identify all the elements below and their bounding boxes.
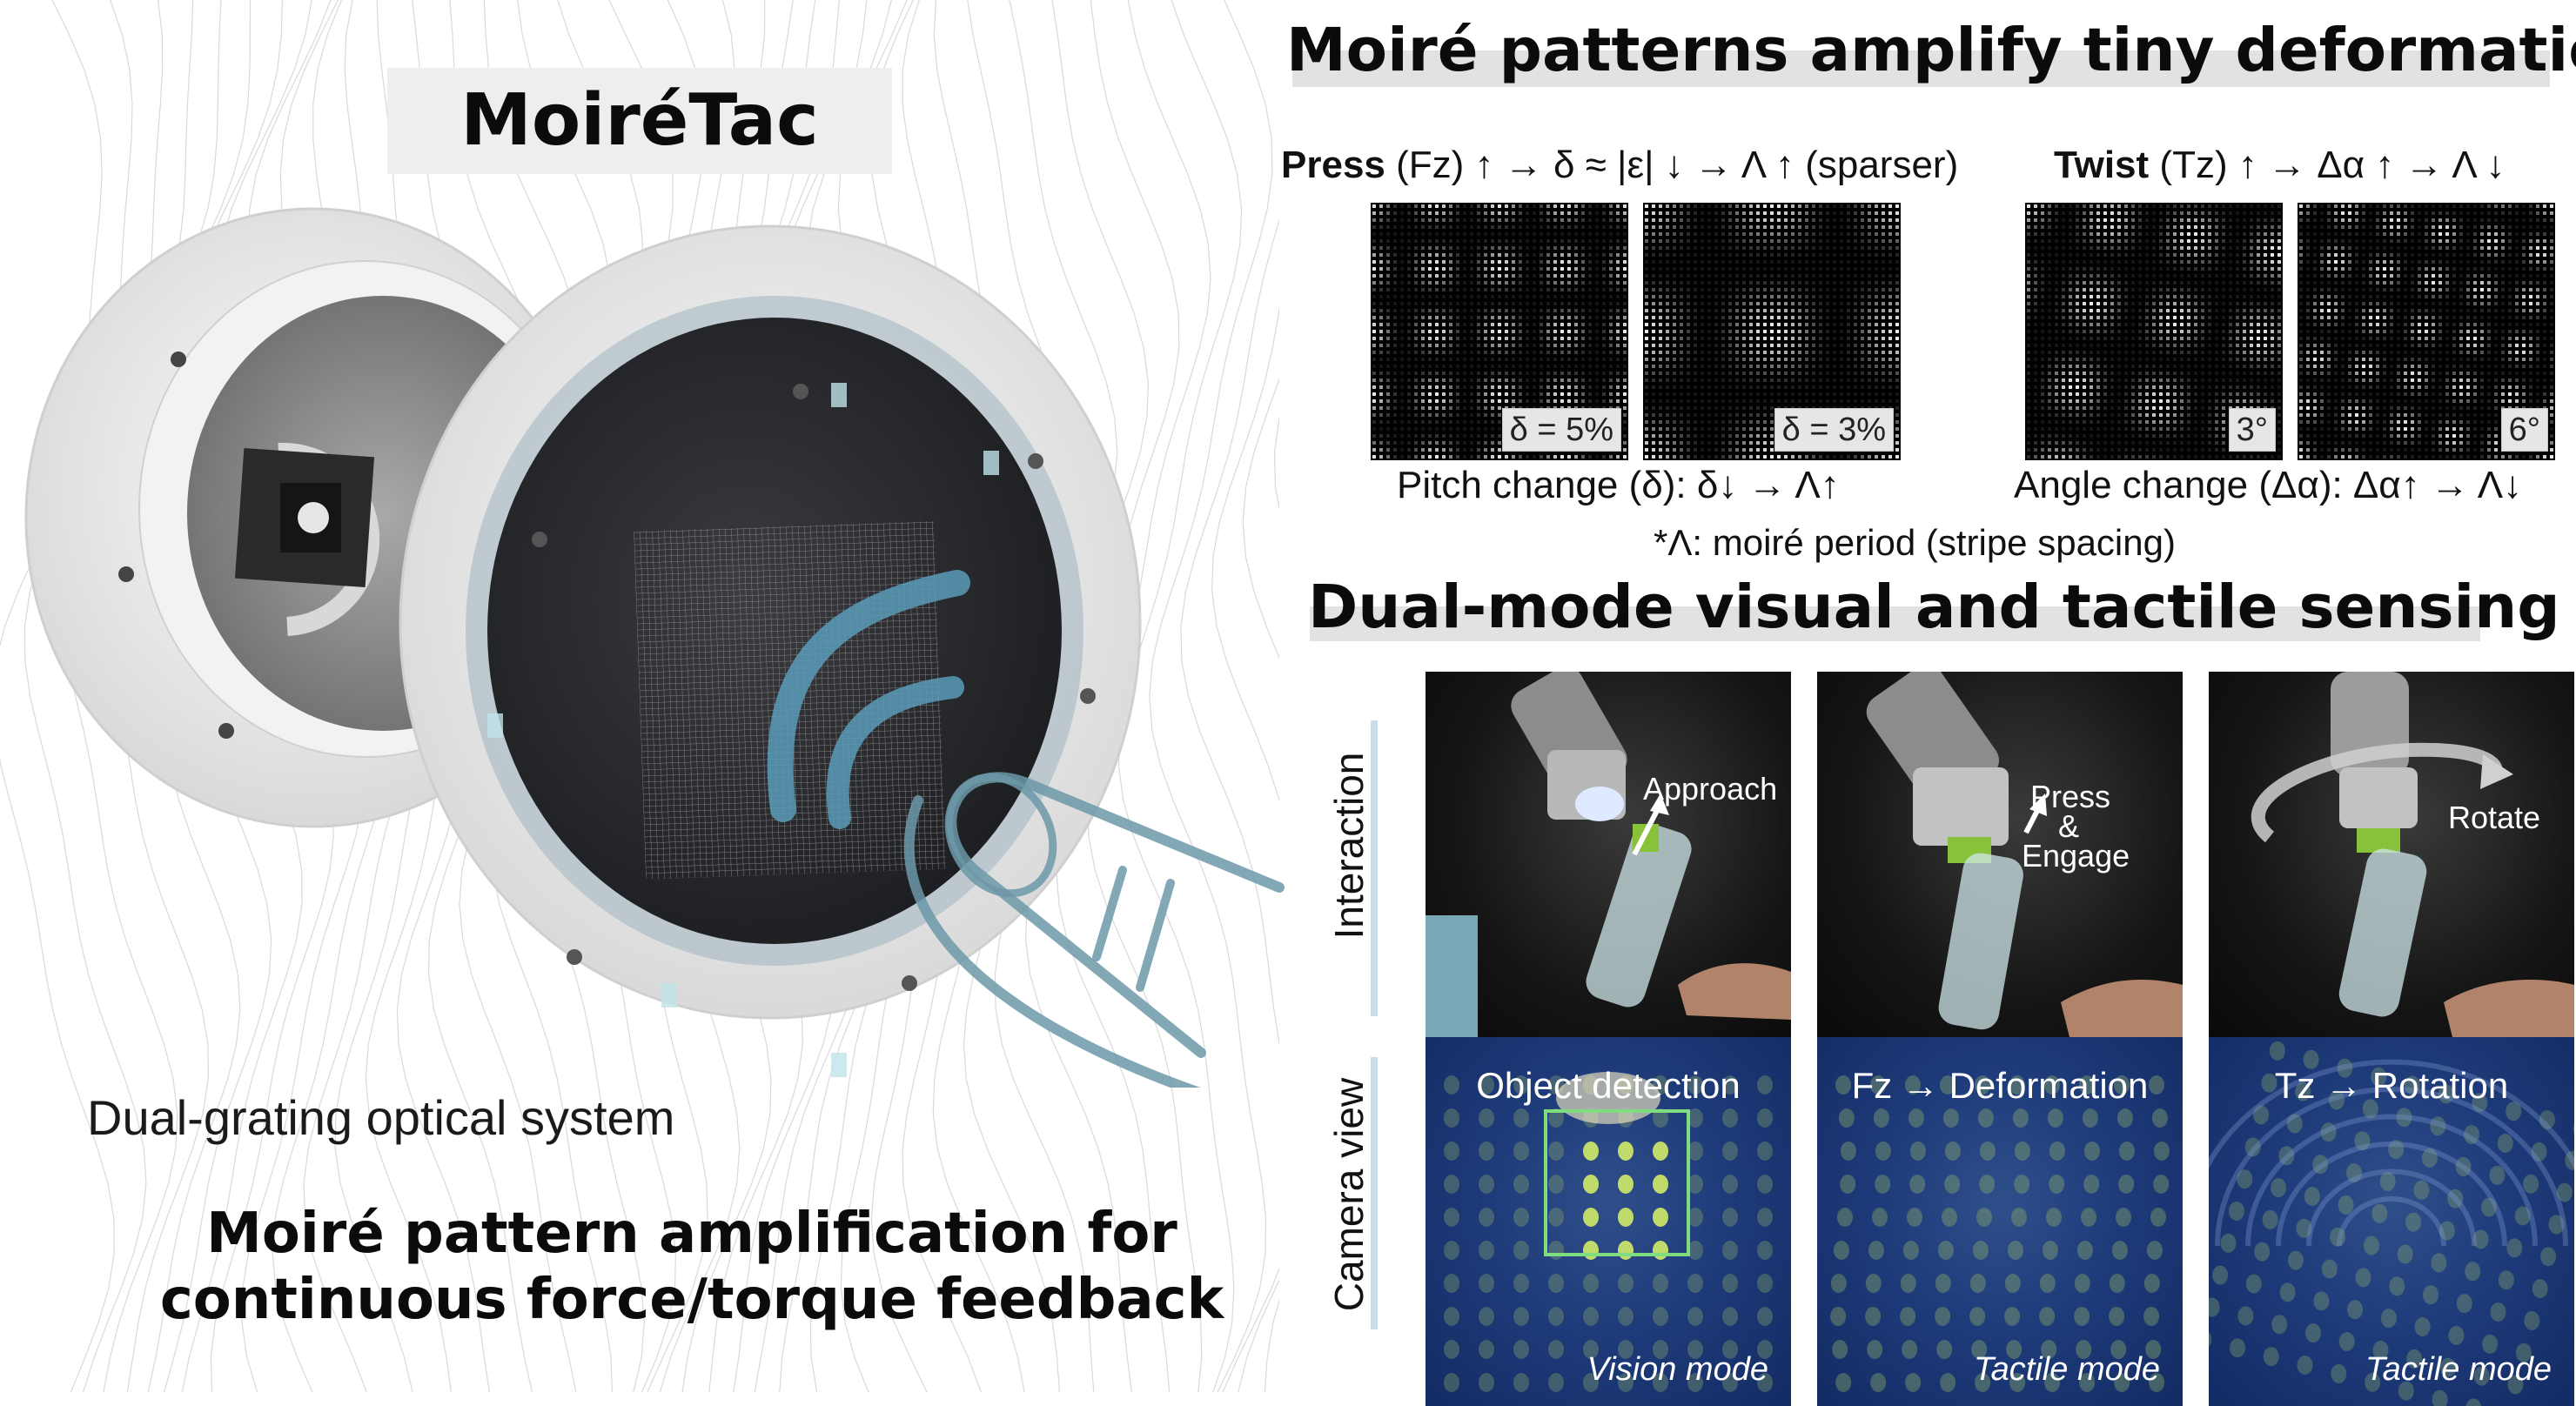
moire-pattern-angle-6: 6°: [2298, 203, 2555, 460]
camera-view-deformation: Fz → Deformation Tactile mode: [1817, 1037, 2183, 1406]
camera-mode-tactile-2: Tactile mode: [2365, 1351, 2552, 1388]
sensing-section-title: Dual-mode visual and tactile sensing: [1308, 572, 2560, 642]
robot-rotate-scene: [2251, 672, 2574, 1037]
interaction-photo-press: Press & Engage: [1817, 672, 2183, 1037]
moire-pattern-pitch-3: δ = 3%: [1643, 203, 1901, 460]
robot-press-scene: [1866, 672, 2183, 1037]
robot-approach-scene: [1426, 672, 1791, 1037]
tagline: Moiré pattern amplification for continuo…: [104, 1201, 1279, 1333]
interaction-label-approach: Approach: [1643, 771, 1778, 807]
optical-system-label: Dual-grating optical system: [87, 1090, 675, 1145]
interaction-label-ampersand: &: [2058, 808, 2080, 844]
camera-mode-vision: Vision mode: [1587, 1351, 1768, 1388]
press-formula-text: (Fz) ↑ → δ ≈ |ε| ↓ → Λ ↑ (sparser): [1385, 144, 1959, 186]
camera-row-label: Camera view: [1326, 1077, 1372, 1312]
pattern-badge: δ = 3%: [1774, 408, 1894, 452]
pattern-badge: 6°: [2500, 408, 2548, 452]
twist-label: Twist: [2054, 144, 2150, 186]
detection-overlay: [1544, 1109, 1690, 1256]
pattern-badge: 3°: [2228, 408, 2276, 452]
moire-section-title: Moiré patterns amplify tiny deformations: [1286, 16, 2576, 85]
twist-formula-text: (Tz) ↑ → Δα ↑ → Λ ↓: [2149, 144, 2506, 186]
moire-period-note: *Λ: moiré period (stripe spacing): [1654, 522, 2176, 563]
pattern-badge: δ = 5%: [1501, 408, 1621, 452]
front-housing: [399, 224, 1142, 1077]
camera-title-rotation: Tz → Rotation: [2274, 1065, 2509, 1106]
angle-caption: Angle change (Δα): Δα↑ → Λ↓: [2014, 464, 2523, 506]
moire-pattern-pitch-5: δ = 5%: [1371, 203, 1628, 460]
twist-formula: Twist (Tz) ↑ → Δα ↑ → Λ ↓: [2054, 139, 2506, 191]
moire-title-bar: [1292, 50, 2550, 87]
title-background: [387, 68, 892, 174]
interaction-row-label: Interaction: [1326, 752, 1372, 940]
moire-pattern-angle-3: 3°: [2025, 203, 2283, 460]
tagline-line-1: Moiré pattern amplification for: [206, 1202, 1177, 1266]
camera-title-detection: Object detection: [1476, 1065, 1741, 1106]
interaction-label-rotate: Rotate: [2448, 800, 2541, 835]
finger-press-illustration: [767, 570, 1285, 1088]
tagline-line-2: continuous force/torque feedback: [159, 1268, 1224, 1332]
press-formula: Press (Fz) ↑ → δ ≈ |ε| ↓ → Λ ↑ (sparser): [1281, 139, 1958, 191]
interaction-row-bar: [1371, 720, 1378, 1016]
pitch-caption: Pitch change (δ): δ↓ → Λ↑: [1397, 464, 1840, 506]
detection-box: [1544, 1109, 1690, 1256]
camera-row-bar: [1371, 1057, 1378, 1329]
interaction-label-engage: Engage: [2022, 838, 2130, 874]
camera-view-vision: Object detection Vision mode: [1426, 1037, 1791, 1406]
sensing-title-bar: [1310, 606, 2480, 641]
interaction-photo-approach: Approach: [1426, 672, 1791, 1037]
camera-mode-tactile-1: Tactile mode: [1973, 1351, 2160, 1388]
camera-view-rotation: Tz → Rotation Tactile mode: [2209, 1037, 2574, 1406]
press-label: Press: [1281, 144, 1385, 186]
product-title: MoiréTac: [460, 79, 819, 162]
interaction-photo-rotate: Rotate: [2209, 672, 2574, 1037]
moiretac-device-illustration: [24, 207, 1285, 1088]
camera-title-deformation: Fz → Deformation: [1851, 1065, 2149, 1106]
interaction-label-press: Press: [2030, 779, 2111, 814]
